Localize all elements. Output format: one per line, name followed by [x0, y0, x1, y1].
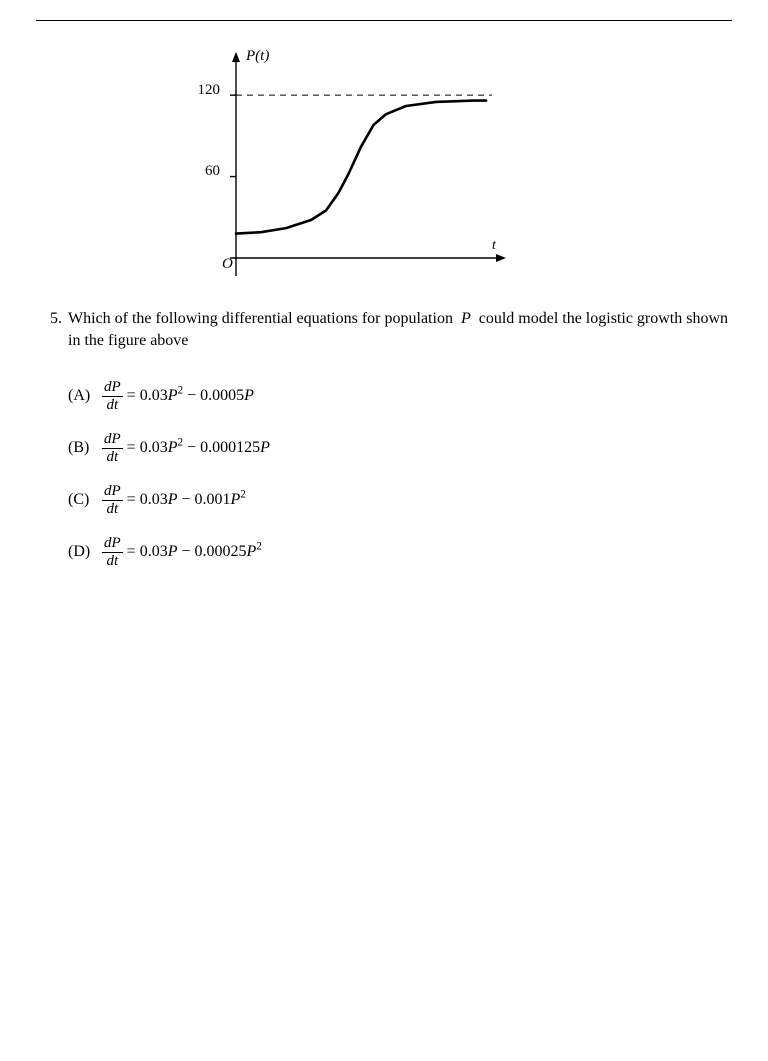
- page: P(t) t O 120 60 5. Which of the followin…: [0, 0, 768, 1061]
- choice-equation: = 0.03P − 0.001P2: [125, 491, 246, 509]
- chart-svg: [180, 48, 520, 288]
- origin-label: O: [222, 256, 233, 273]
- top-rule: [36, 20, 732, 21]
- y-tick-60: 60: [180, 163, 220, 180]
- question-row: 5. Which of the following differential e…: [36, 308, 732, 351]
- fraction-denominator: dt: [105, 553, 121, 569]
- question-block: 5. Which of the following differential e…: [36, 308, 732, 587]
- choice-row[interactable]: (C)dPdt = 0.03P − 0.001P2: [68, 483, 732, 517]
- fraction-numerator: dP: [102, 536, 123, 553]
- dP-dt-fraction: dPdt: [102, 380, 123, 413]
- question-number: 5.: [36, 308, 68, 351]
- y-tick-120: 120: [180, 82, 220, 99]
- y-axis-label: P(t): [246, 48, 269, 65]
- dP-dt-fraction: dPdt: [102, 536, 123, 569]
- fraction-numerator: dP: [102, 380, 123, 397]
- x-axis-label: t: [492, 238, 496, 254]
- choice-label: (B): [68, 439, 102, 457]
- question-text: Which of the following differential equa…: [68, 308, 732, 351]
- choice-label: (C): [68, 491, 102, 509]
- choice-equation: = 0.03P − 0.00025P2: [125, 543, 262, 561]
- question-var: P: [461, 310, 471, 327]
- fraction-denominator: dt: [105, 449, 121, 465]
- dP-dt-fraction: dPdt: [102, 432, 123, 465]
- choice-row[interactable]: (A)dPdt = 0.03P2 − 0.0005P: [68, 379, 732, 413]
- fraction-denominator: dt: [105, 397, 121, 413]
- choice-equation: = 0.03P2 − 0.0005P: [125, 387, 254, 405]
- choices-list: (A)dPdt = 0.03P2 − 0.0005P(B)dPdt = 0.03…: [68, 379, 732, 569]
- choice-row[interactable]: (B)dPdt = 0.03P2 − 0.000125P: [68, 431, 732, 465]
- choice-label: (A): [68, 387, 102, 405]
- choice-row[interactable]: (D)dPdt = 0.03P − 0.00025P2: [68, 535, 732, 569]
- fraction-numerator: dP: [102, 432, 123, 449]
- fraction-numerator: dP: [102, 484, 123, 501]
- question-text-pre: Which of the following differential equa…: [68, 310, 457, 327]
- fraction-denominator: dt: [105, 501, 121, 517]
- choice-equation: = 0.03P2 − 0.000125P: [125, 439, 270, 457]
- dP-dt-fraction: dPdt: [102, 484, 123, 517]
- choice-label: (D): [68, 543, 102, 561]
- logistic-chart: P(t) t O 120 60: [180, 48, 520, 288]
